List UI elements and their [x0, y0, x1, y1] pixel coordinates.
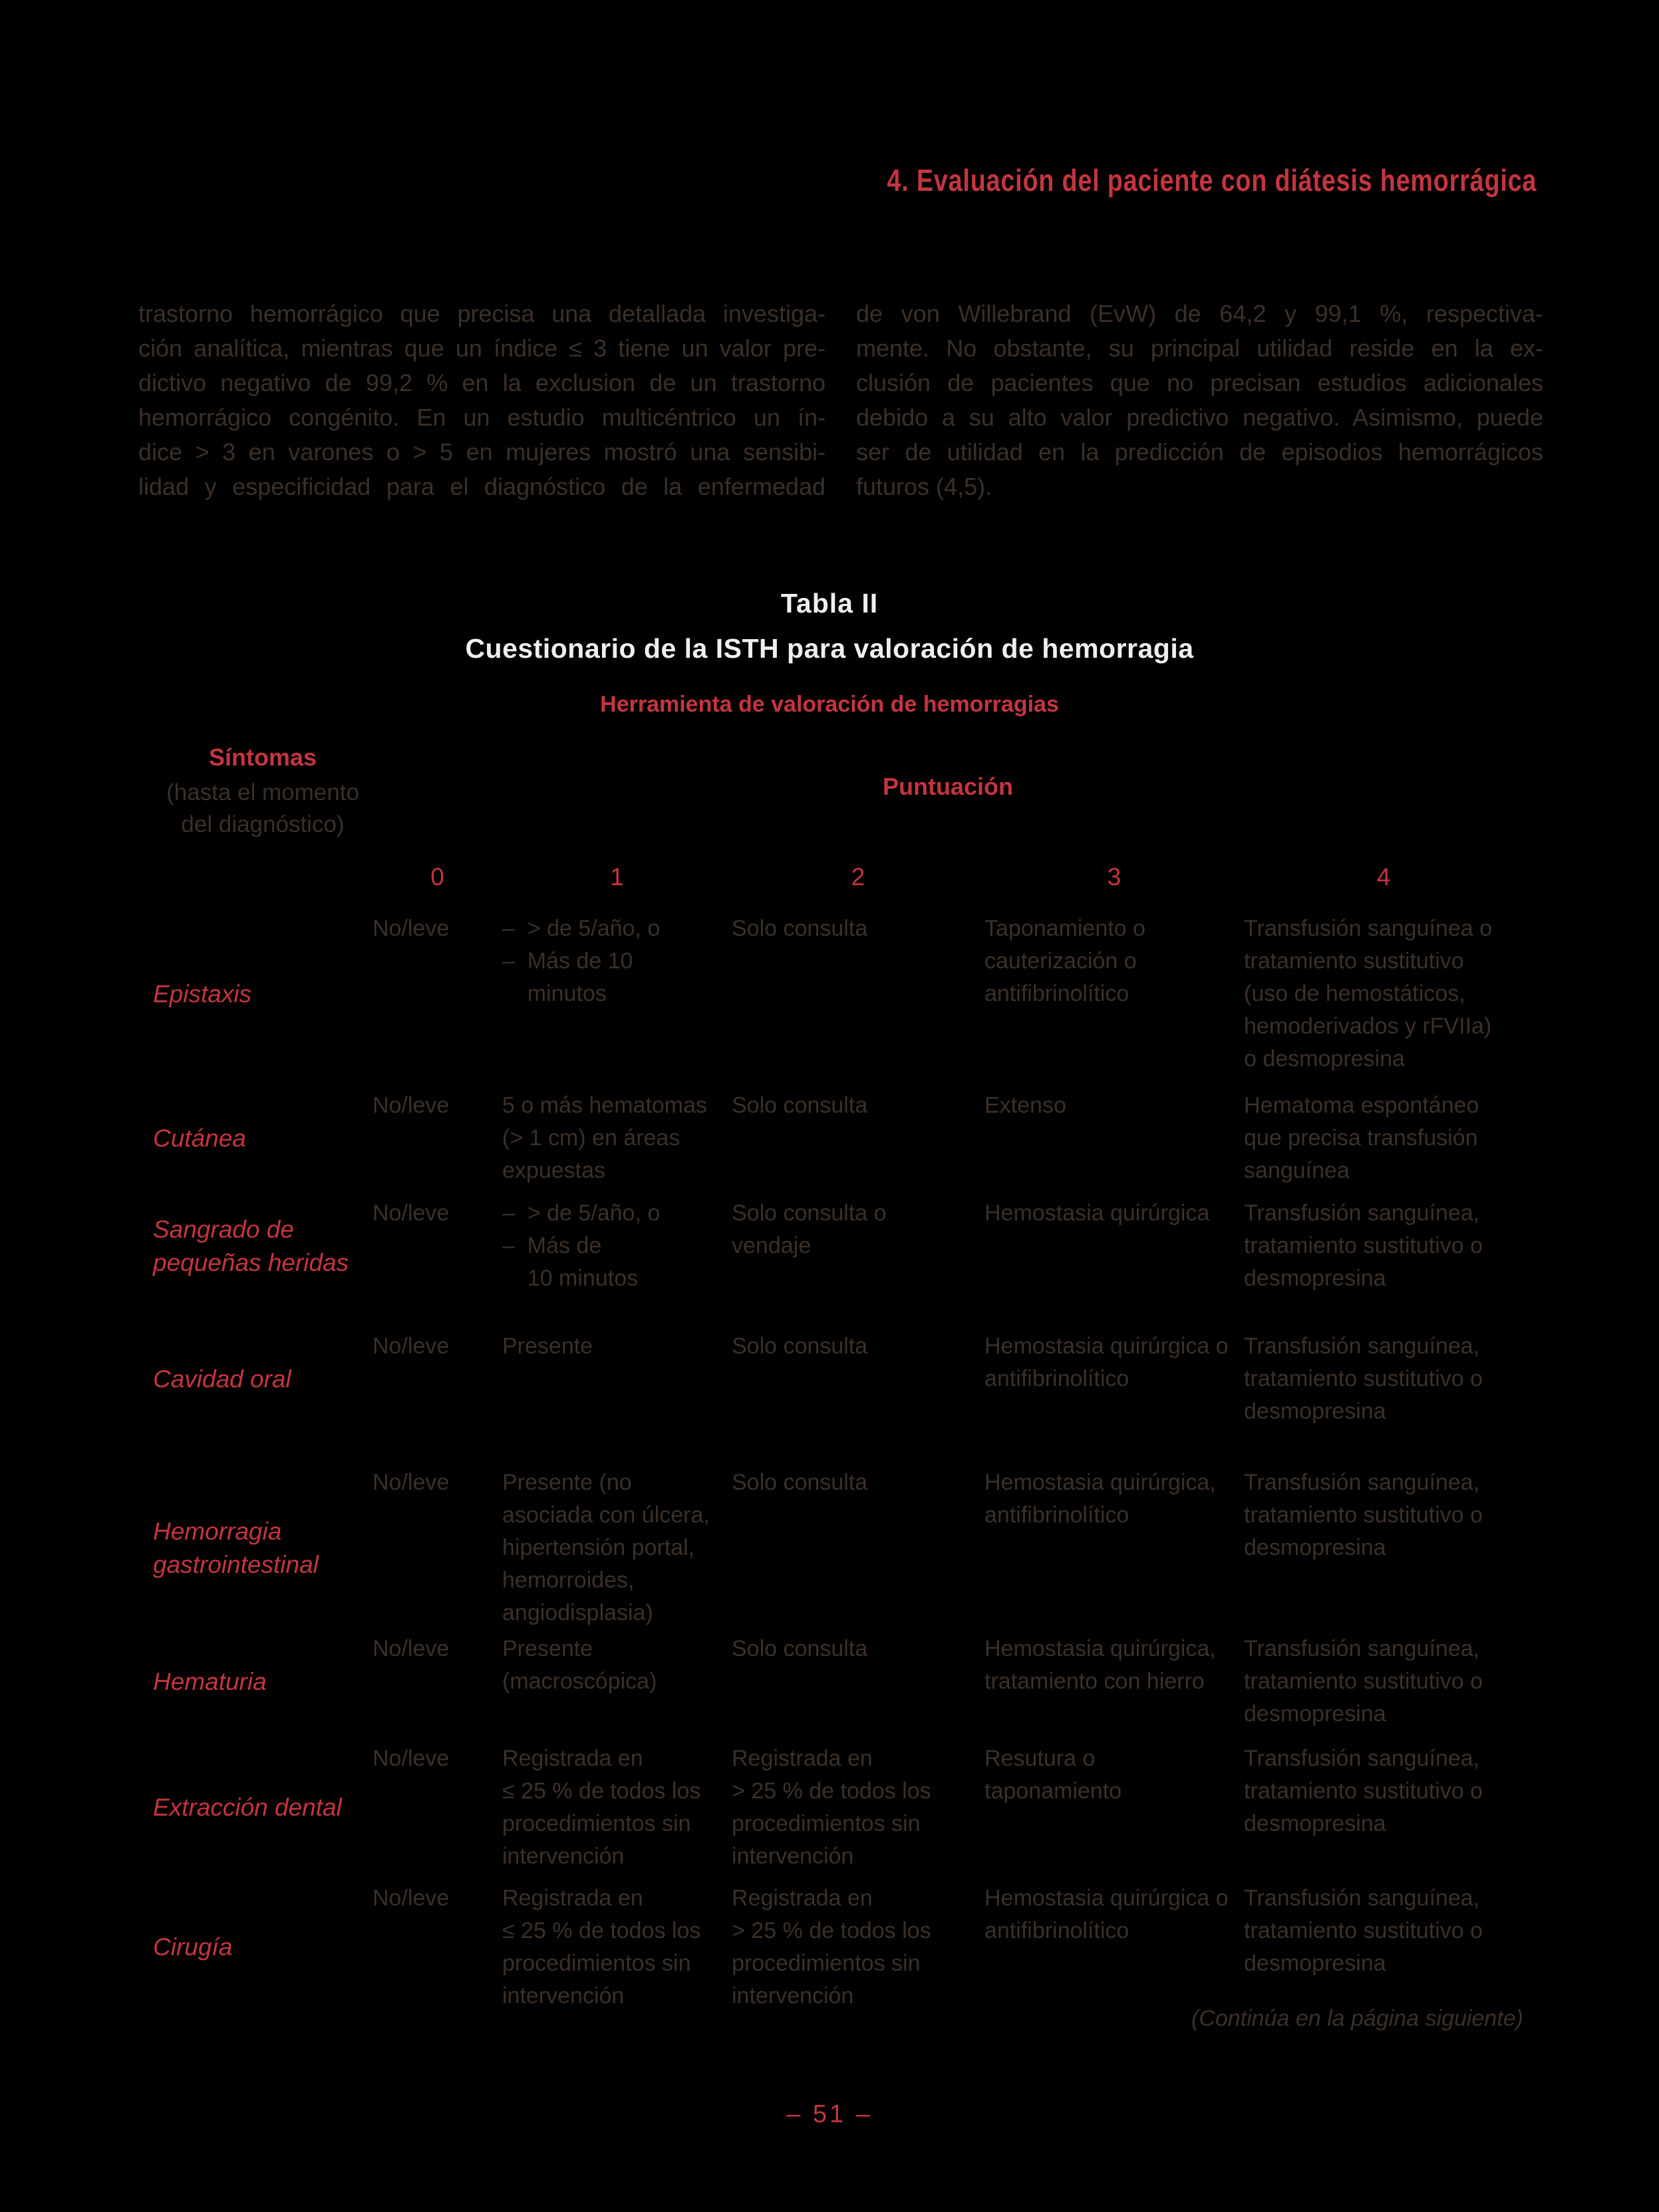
body-line: clusión de pacientes que no precisan est… — [856, 369, 1543, 396]
row-score-2: Registrada en > 25 % de todos los proced… — [732, 1746, 931, 1869]
row-symptom: Cutánea — [153, 1124, 246, 1152]
score-col-4: 4 — [1376, 863, 1391, 891]
body-line: mente. No obstante, su principal utilida… — [856, 335, 1543, 362]
row-score-1: Registrada en ≤ 25 % de todos los proced… — [502, 1746, 701, 1869]
score-col-spacer — [153, 863, 373, 891]
body-text: trastorno hemorrágico que precisa una de… — [138, 297, 1543, 504]
row-score-0: No/leve — [373, 1636, 450, 1661]
row-score-1: – > de 5/año, o – Más de 10 minutos — [502, 1200, 661, 1291]
row-score-4: Transfusión sanguínea o tratamiento sust… — [1244, 916, 1492, 1071]
row-score-4: Transfusión sanguínea, tratamiento susti… — [1244, 1333, 1483, 1424]
symptoms-header: Síntomas (hasta el momento del diagnósti… — [153, 744, 373, 841]
body-line: dictivo negativo de 99,2 % en la exclusi… — [138, 369, 826, 396]
table-title-caption: Cuestionario de la ISTH para valoración … — [465, 633, 1194, 664]
row-score-0: No/leve — [373, 1746, 450, 1771]
body-line: futuros (4,5). — [856, 473, 992, 500]
table-row-epistaxis: Epistaxis No/leve – > de 5/año, o – Más … — [153, 912, 1523, 1075]
body-line: trastorno hemorrágico que precisa una de… — [138, 300, 826, 327]
body-line: ción analítica, mientras que un índice ≤… — [138, 335, 826, 362]
table-row-extraccion-dental: Extracción dental No/leve Registrada en … — [153, 1742, 1523, 1873]
body-line: dice > 3 en varones o > 5 en mujeres mos… — [138, 438, 826, 466]
continuation-note: (Continúa en la página siguiente) — [1191, 2006, 1523, 2031]
row-score-3: Hemostasia quirúrgica o antifibrinolític… — [984, 1333, 1229, 1391]
body-line: de von Willebrand (EvW) de 64,2 y 99,1 %… — [856, 300, 1543, 327]
table-row-cirugia: Cirugía No/leve Registrada en ≤ 25 % de … — [153, 1882, 1523, 2012]
row-score-2: Registrada en > 25 % de todos los proced… — [732, 1885, 931, 2008]
score-header: Puntuación — [883, 773, 1013, 800]
symptoms-label: Síntomas — [208, 744, 317, 771]
row-score-2: Solo consulta o vendaje — [732, 1200, 887, 1258]
score-col-0: 0 — [430, 863, 444, 891]
table-title-number: Tabla II — [780, 588, 879, 619]
row-score-4: Transfusión sanguínea, tratamiento susti… — [1244, 1885, 1483, 1976]
row-score-1: Registrada en ≤ 25 % de todos los proced… — [502, 1885, 701, 2008]
row-score-1: 5 o más hematomas (> 1 cm) en áreas expu… — [502, 1093, 708, 1183]
row-score-3: Hemostasia quirúrgica o antifibrinolític… — [984, 1885, 1229, 1943]
row-score-0: No/leve — [373, 1333, 450, 1359]
row-score-2: Solo consulta — [732, 1333, 868, 1359]
row-score-3: Hemostasia quirúrgica, tratamiento con h… — [984, 1636, 1216, 1694]
table-row-hematuria: Hematuria No/leve Presente (macroscópica… — [153, 1633, 1523, 1730]
row-score-4: Transfusión sanguínea, tratamiento susti… — [1244, 1636, 1483, 1727]
row-score-0: No/leve — [373, 1885, 450, 1911]
row-score-2: Solo consulta — [732, 1636, 868, 1661]
row-symptom: Cirugía — [153, 1933, 233, 1961]
body-line: ser de utilidad en la predicción de epis… — [856, 438, 1543, 466]
row-symptom: Extracción dental — [153, 1794, 342, 1821]
body-right-column: de von Willebrand (EvW) de 64,2 y 99,1 %… — [856, 297, 1543, 504]
row-score-4: Transfusión sanguínea, tratamiento susti… — [1244, 1470, 1483, 1560]
table-row-hemorragia-gastrointestinal: Hemorragia gastrointestinal No/leve Pres… — [153, 1466, 1523, 1629]
score-col-1: 1 — [610, 863, 624, 891]
row-score-3: Taponamiento o cauterización o antifibri… — [984, 916, 1145, 1006]
row-score-4: Hematoma espontáneo que precisa transfus… — [1244, 1093, 1479, 1183]
row-score-2: Solo consulta — [732, 1093, 868, 1118]
row-score-0: No/leve — [373, 1470, 450, 1495]
row-score-1: Presente — [502, 1333, 593, 1359]
table-row-cavidad-oral: Cavidad oral No/leve Presente Solo consu… — [153, 1330, 1523, 1428]
body-line: debido a su alto valor predictivo negati… — [856, 404, 1543, 431]
page-number: – 51 – — [786, 2100, 873, 2128]
symptoms-note: (hasta el momento del diagnóstico) — [166, 779, 359, 837]
row-score-3: Hemostasia quirúrgica — [984, 1200, 1210, 1226]
score-column-headers: 0 1 2 3 4 — [153, 863, 1523, 891]
row-symptom: Hematuria — [153, 1667, 267, 1695]
table-row-sangrado-pequenas-heridas: Sangrado de pequeñas heridas No/leve – >… — [153, 1197, 1523, 1295]
body-line: lidad y especificidad para el diagnóstic… — [138, 473, 826, 500]
row-symptom: Cavidad oral — [153, 1365, 291, 1393]
row-score-1: – > de 5/año, o – Más de 10 minutos — [502, 916, 661, 1006]
row-score-0: No/leve — [373, 916, 450, 941]
body-left-column: trastorno hemorrágico que precisa una de… — [138, 297, 826, 504]
row-score-4: Transfusión sanguínea, tratamiento susti… — [1244, 1200, 1483, 1291]
row-score-0: No/leve — [373, 1093, 450, 1118]
row-score-1: Presente (no asociada con úlcera, hipert… — [502, 1470, 710, 1625]
row-score-3: Hemostasia quirúrgica, antifibrinolítico — [984, 1470, 1216, 1528]
row-score-4: Transfusión sanguínea, tratamiento susti… — [1244, 1746, 1483, 1836]
table-tool-header: Herramienta de valoración de hemorragias — [600, 692, 1059, 717]
row-symptom: Epistaxis — [153, 980, 252, 1008]
row-symptom: Hemorragia gastrointestinal — [153, 1517, 319, 1578]
row-symptom: Sangrado de pequeñas heridas — [153, 1215, 349, 1276]
bleeding-score-table: Epistaxis No/leve – > de 5/año, o – Más … — [153, 912, 1523, 2012]
score-col-3: 3 — [1107, 863, 1122, 891]
row-score-3: Extenso — [984, 1093, 1066, 1118]
row-score-3: Resutura o taponamiento — [984, 1746, 1122, 1804]
table-row-cutanea: Cutánea No/leve 5 o más hematomas (> 1 c… — [153, 1089, 1523, 1187]
row-score-1: Presente (macroscópica) — [502, 1636, 657, 1694]
score-col-2: 2 — [851, 863, 865, 891]
row-score-2: Solo consulta — [732, 916, 868, 941]
row-score-2: Solo consulta — [732, 1470, 868, 1495]
row-score-0: No/leve — [373, 1200, 450, 1226]
body-line: hemorrágico congénito. En un estudio mul… — [138, 404, 826, 431]
chapter-header: 4. Evaluación del paciente con diátesis … — [887, 163, 1537, 198]
